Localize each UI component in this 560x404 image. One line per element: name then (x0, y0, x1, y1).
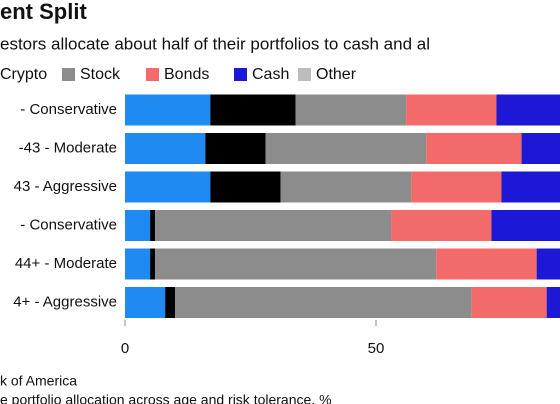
bar-segment (155, 210, 392, 241)
legend-label: Other (316, 66, 357, 83)
bar-segment (496, 94, 560, 126)
chart-subtitle: estors allocate about half of their port… (0, 34, 430, 53)
bar-segment (125, 94, 211, 126)
legend-label: Bonds (164, 66, 209, 83)
bar-segment (165, 287, 176, 318)
bar-segment (436, 248, 537, 280)
bar-segment (411, 171, 502, 203)
legend-label: Cash (252, 66, 289, 83)
bar-segment (175, 287, 472, 318)
bar-segment (125, 210, 151, 241)
legend-swatch (146, 68, 159, 81)
y-tick-label: 4+ - Aggressive (13, 293, 117, 310)
legend-swatch (234, 68, 247, 81)
bar-segment (125, 287, 166, 318)
y-tick-label: - Conservative (20, 216, 117, 233)
bar-segment (406, 94, 497, 126)
chart-title: ent Split (0, 0, 87, 24)
y-tick-label: - Conservative (20, 101, 117, 118)
bar-segment (125, 171, 211, 203)
bar-segment (210, 171, 281, 203)
source: k of America (0, 373, 77, 389)
bar-segment (125, 248, 151, 280)
note: e portfolio allocation across age and ri… (0, 392, 332, 404)
bar-segment (501, 171, 560, 203)
legend-label: Crypto (0, 66, 47, 83)
bar-segment (391, 210, 492, 241)
bar-segment (426, 133, 522, 164)
bar-segment (205, 133, 266, 164)
bar-segment (150, 210, 156, 241)
bar-segment (536, 248, 560, 280)
bar-segment (280, 171, 412, 203)
legend-swatch (298, 68, 311, 81)
bar-segment (295, 94, 407, 126)
bar-segment (471, 287, 547, 318)
bar-segment (265, 133, 427, 164)
x-tick-label: 50 (368, 340, 385, 357)
bar-segment (150, 248, 156, 280)
bar-segment (521, 133, 560, 164)
legend-swatch (62, 68, 75, 81)
x-tick-label: 0 (121, 340, 129, 357)
bar-segment (546, 287, 560, 318)
bar-segment (491, 210, 560, 241)
legend-label: Stock (80, 66, 121, 83)
y-tick-label: 43 - Aggressive (14, 178, 117, 195)
y-tick-label: 44+ - Moderate (15, 255, 117, 272)
y-tick-label: -43 - Moderate (19, 139, 117, 156)
bar-segment (125, 133, 206, 164)
bar-segment (210, 94, 296, 126)
bar-segment (155, 248, 437, 280)
